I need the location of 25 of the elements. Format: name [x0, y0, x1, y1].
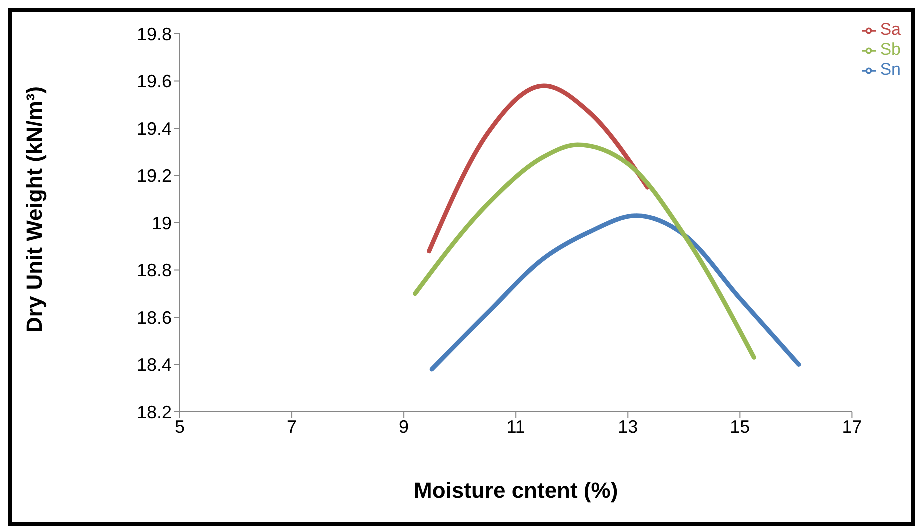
x-tick-label: 7 — [287, 416, 298, 437]
x-tick-label: 13 — [618, 416, 638, 437]
y-tick-label: 18.8 — [136, 260, 172, 281]
legend-label: Sa — [880, 20, 901, 39]
y-tick-label: 19.4 — [136, 118, 172, 139]
legend-label: Sn — [880, 60, 901, 79]
y-tick-label: 19.2 — [136, 166, 172, 186]
y-tick-label: 19.6 — [136, 72, 172, 92]
y-tick-label: 18.2 — [136, 402, 172, 422]
x-tick-label: 11 — [506, 416, 526, 437]
chart-frame: Sa Sb Sn 5 7 9 11 13 15 17 Moisture cntent (%) 18.2 18.4 18.6 18.8 19 19.2 19.4 19.6 19.8 Dry Unit Weight (kN/m³) — [8, 8, 915, 526]
y-tick-label: 19.8 — [136, 24, 172, 44]
legend-label: Sb — [880, 40, 901, 59]
line-series — [427, 84, 650, 254]
y-tick-label: 18.4 — [136, 355, 172, 376]
line-series — [430, 214, 802, 372]
y-tick-label: 19 — [152, 213, 172, 234]
y-tick-label: 18.6 — [136, 308, 172, 328]
x-tick-label: 5 — [174, 416, 186, 437]
x-tick-label: 9 — [399, 416, 410, 437]
x-tick-label: 15 — [730, 416, 750, 437]
line-series — [413, 142, 756, 360]
x-axis-title: Moisture cntent (%) — [414, 478, 618, 503]
y-axis-title: Dry Unit Weight (kN/m³) — [22, 86, 47, 333]
x-tick-label: 17 — [842, 416, 862, 437]
